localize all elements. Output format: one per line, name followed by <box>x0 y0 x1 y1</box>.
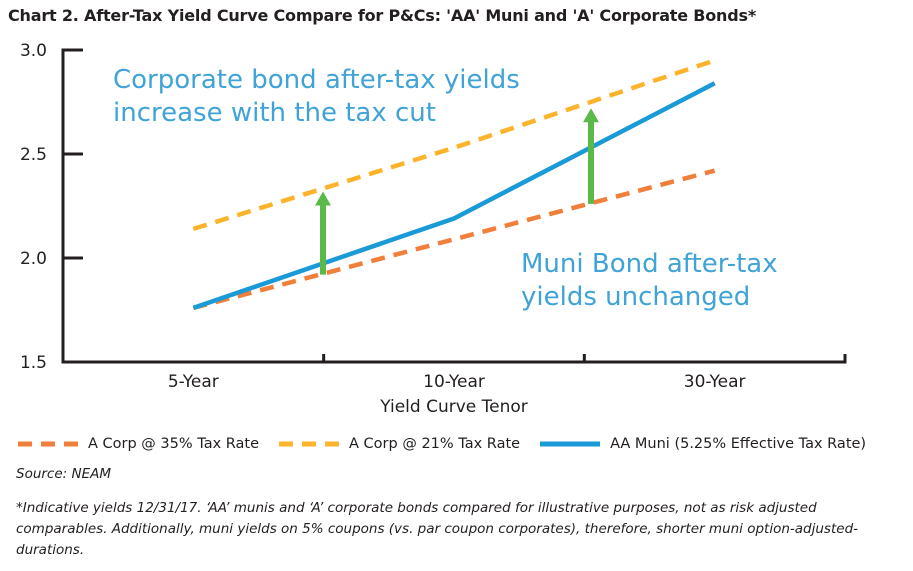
line-chart: 1.5 2.0 2.5 3.0 5-Year 10-Year 30-Year Yield Cu… <box>20 41 847 417</box>
annotation-text: increase with the tax cut <box>113 98 436 128</box>
y-tick-label: 1.5 <box>20 353 47 373</box>
legend-item: AA Muni (5.25% Effective Tax Rate) <box>538 436 866 452</box>
legend-label: AA Muni (5.25% Effective Tax Rate) <box>610 436 867 452</box>
arrow-head <box>583 108 599 123</box>
series-line <box>192 168 716 311</box>
axes <box>61 48 847 364</box>
y-tick-label: 2.5 <box>20 145 47 165</box>
source-note: Source: NEAM <box>16 466 112 482</box>
legend-item: A Corp @ 21% Tax Rate <box>277 436 520 452</box>
legend-item: A Corp @ 35% Tax Rate <box>16 436 259 452</box>
legend-swatch <box>279 441 340 447</box>
y-tick-label: 3.0 <box>20 41 47 61</box>
arrow-head <box>315 191 331 206</box>
x-tick-label: 30-Year <box>684 372 746 392</box>
annotation-text: Corporate bond after-tax yields <box>113 65 520 95</box>
x-tick-label: 10-Year <box>423 372 485 392</box>
y-tick-label: 2.0 <box>20 249 47 269</box>
x-axis-label: Yield Curve Tenor <box>379 397 528 417</box>
annotation-text: yields unchanged <box>521 282 750 312</box>
footnote: *Indicative yields 12/31/17. ‘AA’ munis … <box>16 500 859 558</box>
legend: A Corp @ 35% Tax Rate A Corp @ 21% Tax Ra… <box>16 436 884 452</box>
legend-label: A Corp @ 35% Tax Rate <box>88 436 260 452</box>
chart-title: Chart 2. After-Tax Yield Curve Compare f… <box>8 6 756 25</box>
legend-swatch <box>540 441 601 447</box>
x-tick-label: 5-Year <box>168 372 219 392</box>
annotation-text: Muni Bond after-tax <box>521 249 778 279</box>
legend-swatch <box>18 441 78 447</box>
legend-label: A Corp @ 21% Tax Rate <box>349 436 521 452</box>
